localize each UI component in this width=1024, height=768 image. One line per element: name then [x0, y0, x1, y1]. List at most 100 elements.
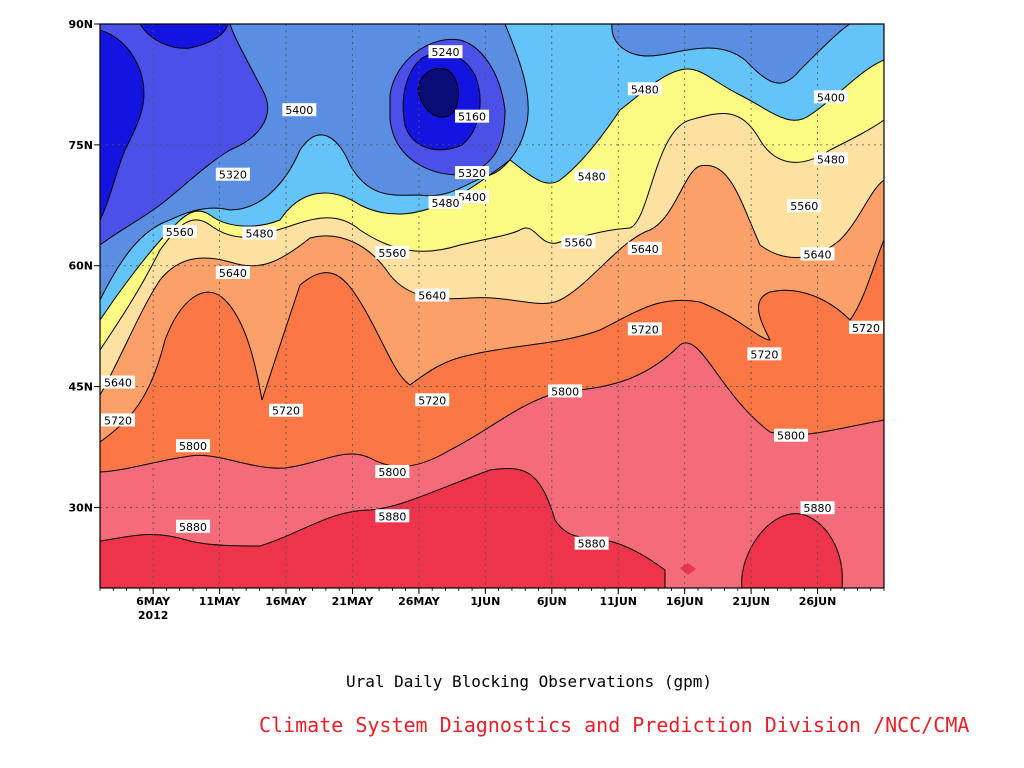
- contour-label: 5800: [551, 385, 579, 398]
- contour-label: 5640: [804, 248, 832, 261]
- contour-region-5240-n: [140, 24, 228, 49]
- y-tick-label: 75N: [68, 139, 93, 152]
- x-tick-label: 1JUN: [470, 595, 500, 608]
- contour-line-5400: [100, 24, 529, 301]
- contour-label: 5240: [431, 46, 459, 59]
- contour-label-box: [561, 235, 596, 249]
- contour-lines: [100, 24, 884, 588]
- contour-label-box: [215, 167, 250, 181]
- contour-label: 5720: [750, 348, 778, 361]
- contour-label-box: [574, 169, 609, 183]
- contour-line-5800: [100, 342, 884, 588]
- contour-line-5720: [100, 24, 884, 443]
- contour-label: 5880: [179, 521, 207, 534]
- contour-label-box: [813, 152, 848, 166]
- contour-label-box: [627, 82, 662, 96]
- contour-label: 5560: [790, 200, 818, 213]
- contour-label-box: [849, 320, 883, 334]
- contour-label: 5720: [631, 323, 659, 336]
- contour-label-box: [176, 439, 211, 453]
- x-tick-label: 6JUN: [537, 595, 567, 608]
- x-tick-label: 6MAY: [136, 595, 171, 608]
- contour-label-box: [627, 241, 662, 255]
- contour-label-box: [455, 190, 490, 204]
- contour-label-box: [162, 224, 197, 238]
- contour-label-box: [428, 195, 463, 209]
- contour-line-5160: [417, 67, 459, 118]
- contour-region-5160: [418, 68, 459, 118]
- contour-label-box: [455, 109, 490, 123]
- contour-fill-layer: [100, 24, 884, 588]
- contour-label-box: [375, 509, 410, 523]
- y-tick-label: 60N: [68, 260, 93, 273]
- contour-region-5880-cell: [741, 513, 843, 588]
- grid-layer: [100, 23, 884, 588]
- y-tick-label: 45N: [68, 381, 93, 394]
- contour-label: 5400: [458, 191, 486, 204]
- x-tick-label: 11MAY: [199, 595, 242, 608]
- y-axis: 30N 45N 60N 75N 90N: [68, 18, 100, 514]
- contour-line-5880-cell: [741, 513, 843, 588]
- contour-label-box: [428, 45, 463, 59]
- contour-region-5400-ne: [611, 24, 850, 84]
- contour-label: 5480: [631, 83, 659, 96]
- contour-line-5320: [100, 24, 269, 246]
- contour-region-5880: [100, 468, 665, 588]
- contour-label: 5800: [179, 440, 207, 453]
- contour-label: 5800: [378, 466, 406, 479]
- x-tick-label: 21JUN: [732, 595, 770, 608]
- x-tick-label: 21MAY: [332, 595, 375, 608]
- contour-label: 5640: [631, 243, 659, 256]
- contour-label: 5480: [578, 170, 606, 183]
- x-tick-label: 16MAY: [265, 595, 308, 608]
- contour-line-5240-w: [100, 29, 145, 221]
- contour-label-box: [627, 322, 662, 336]
- contour-label: 5880: [378, 510, 406, 523]
- contour-label-box: [415, 393, 450, 407]
- x-tick-label: 16JUN: [666, 595, 704, 608]
- contour-label: 5560: [564, 236, 592, 249]
- contour-label-box: [282, 103, 317, 117]
- contour-label-box: [574, 536, 609, 550]
- contour-label-box: [375, 464, 410, 478]
- plot-frame: [99, 23, 885, 589]
- contour-label: 5720: [104, 414, 132, 427]
- contour-label: 5640: [219, 267, 247, 280]
- contour-label-box: [176, 519, 211, 533]
- contour-label-box: [269, 403, 304, 417]
- contour-label-box: [375, 245, 410, 259]
- contour-label: 5800: [777, 430, 805, 443]
- contour-line-5240-c: [402, 52, 481, 151]
- credit-text: Climate System Diagnostics and Predictio…: [259, 713, 970, 737]
- x-axis: 6MAY 11MAY 16MAY 21MAY 26MAY 1JUN 6JUN 11JUN 16J…: [99, 588, 885, 622]
- y-tick-label: 90N: [68, 18, 93, 31]
- contour-label: 5720: [418, 394, 446, 407]
- contour-label-box: [455, 166, 490, 180]
- contour-label-box: [548, 384, 583, 398]
- contour-label: 5480: [431, 197, 459, 210]
- contour-label: 5320: [458, 167, 486, 180]
- contour-line-5400-ne: [611, 24, 851, 84]
- contour-label-box: [101, 375, 135, 389]
- x-tick-label: 26JUN: [799, 595, 837, 608]
- contour-label-box: [215, 265, 250, 279]
- contour-label-box: [242, 226, 277, 240]
- contour-line-5640: [100, 24, 884, 397]
- contour-label: 5480: [245, 227, 273, 240]
- contour-label-box: [787, 199, 822, 213]
- contour-label: 5560: [166, 226, 194, 239]
- contour-label: 5720: [852, 322, 880, 335]
- x-tick-label: 11JUN: [599, 595, 637, 608]
- contour-label-box: [813, 90, 848, 104]
- contour-label: 5400: [817, 91, 845, 104]
- contour-label: 5320: [219, 169, 247, 182]
- contour-label-box: [800, 247, 835, 261]
- contour-label-box: [101, 413, 135, 427]
- contour-label-box: [800, 501, 835, 515]
- contour-line-5320-c: [389, 38, 506, 176]
- contour-label-box: [415, 288, 450, 302]
- chart-caption: Ural Daily Blocking Observations (gpm): [346, 672, 713, 691]
- contour-label: 5880: [804, 502, 832, 515]
